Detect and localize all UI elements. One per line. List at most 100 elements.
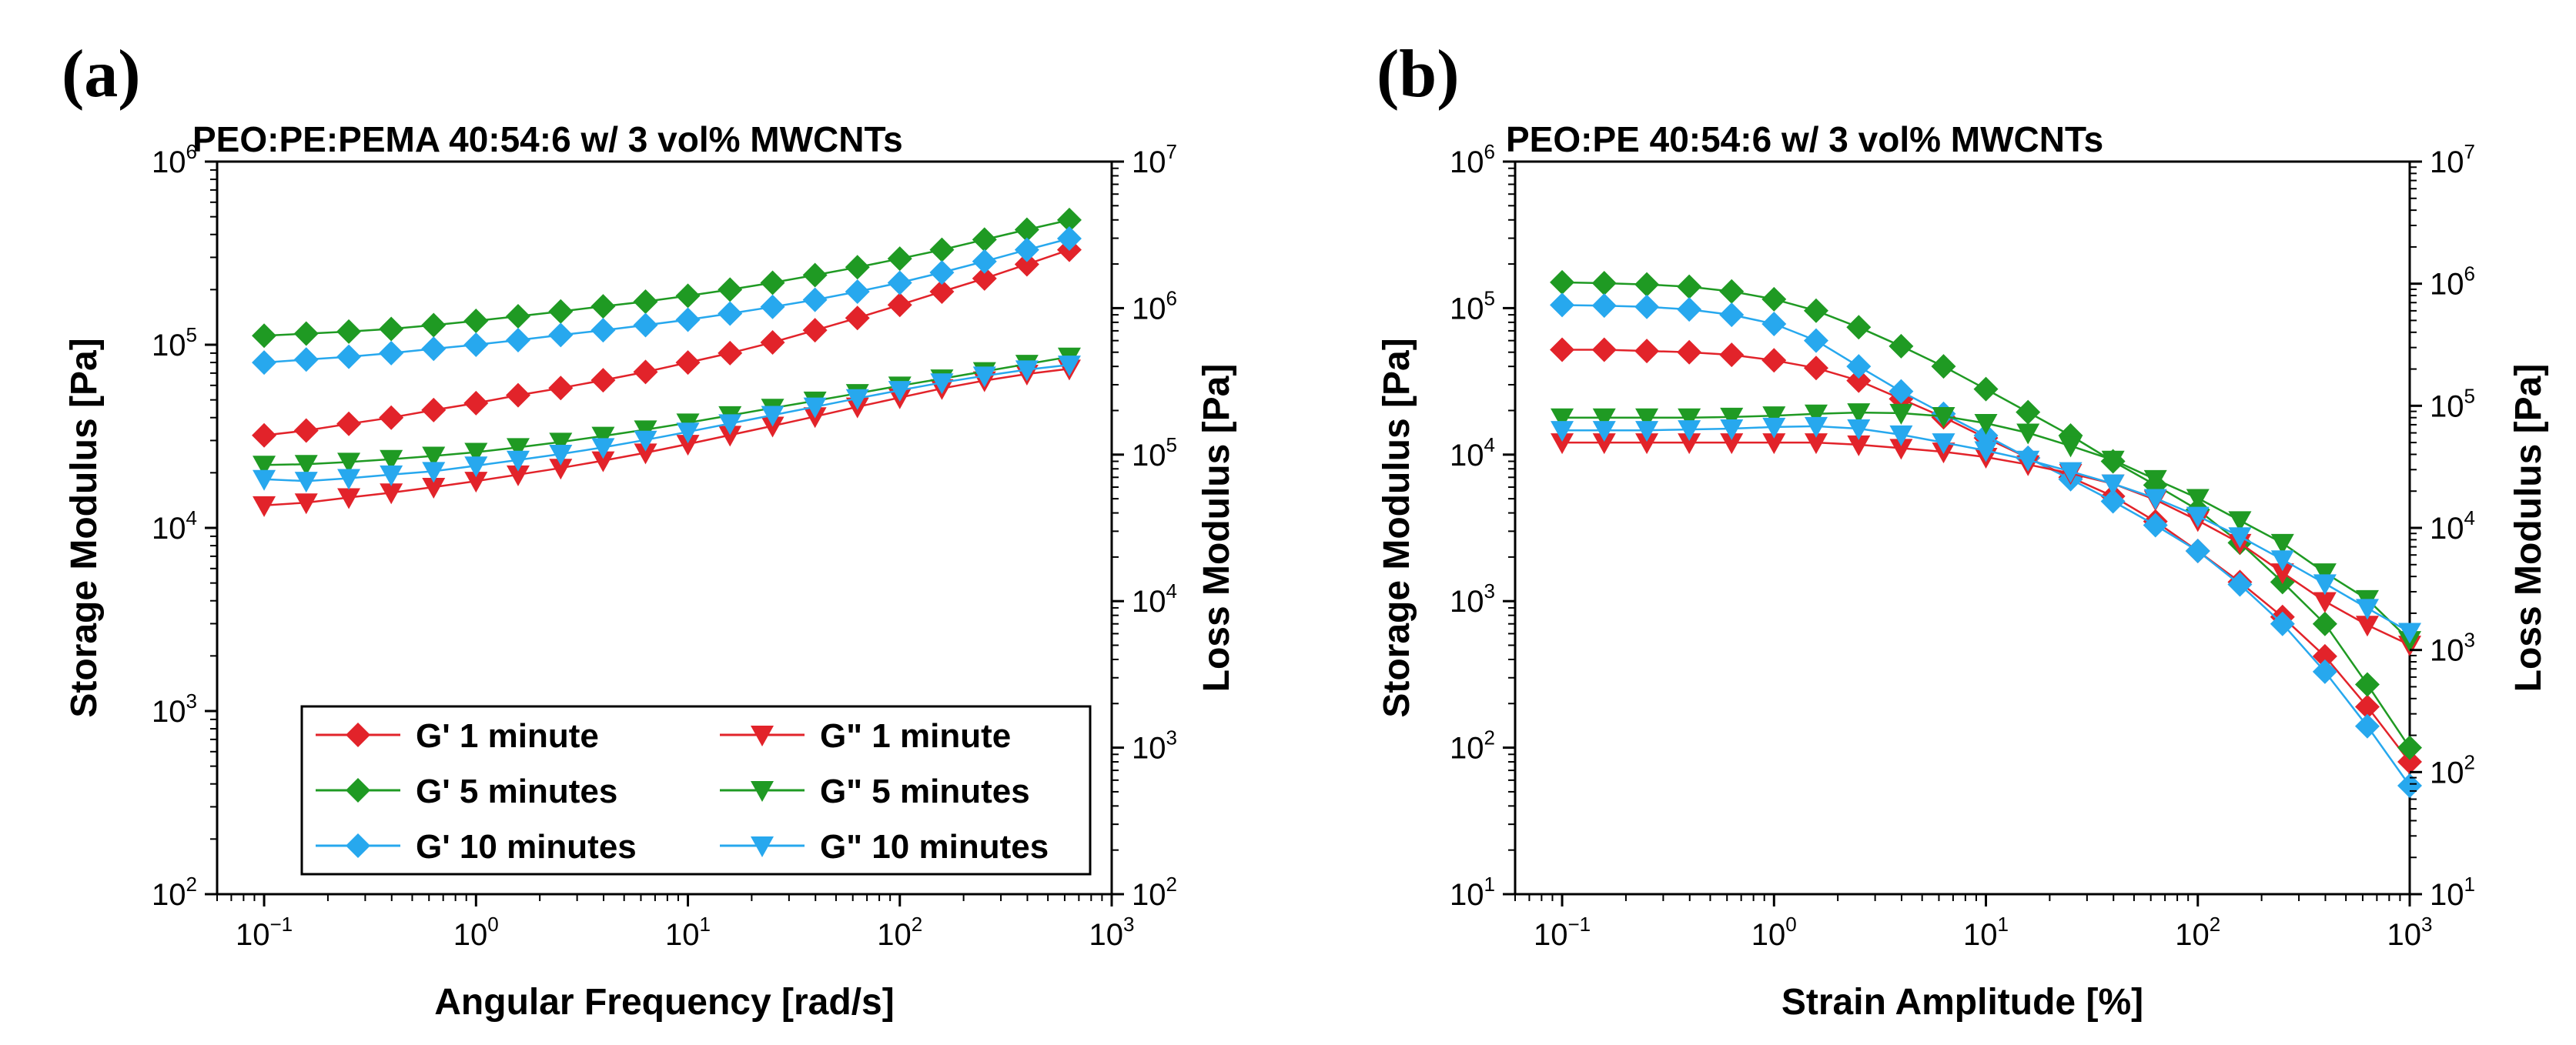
panel-b-data-point [1889, 425, 1913, 446]
panel-a-data-point [634, 430, 657, 452]
panel-b-data-point [1847, 435, 1871, 456]
panel-b-data-point [1889, 403, 1913, 425]
panel-a-data-point [634, 443, 657, 465]
panel-a-data-point [548, 322, 574, 348]
panel-a-data-point [379, 340, 404, 366]
panel-a-data-point [590, 368, 616, 393]
panel-b-data-point [1591, 270, 1617, 295]
panel-a-data-point [548, 376, 574, 401]
panel-a-data-point [252, 422, 277, 448]
panel-a-data-point [676, 422, 700, 444]
panel-b-ticks: 10−1 100 101 102 103101102103104105106101102… [1450, 140, 2475, 952]
panel-a-data-point [1014, 237, 1039, 262]
panel-b-y-tick-label: 106 [1450, 140, 1495, 179]
panel-b-data-point [1762, 406, 1786, 428]
panel-b-data-point [2101, 474, 2125, 496]
panel-a-data-point [463, 332, 489, 357]
panel-a-data-point [590, 318, 616, 343]
panel-a-data-point [253, 456, 276, 477]
legend-box [300, 705, 1092, 876]
panel-a-data-point [506, 450, 530, 472]
panel-b-data-point [1634, 272, 1660, 297]
legend-label: G' 10 minutes [416, 828, 637, 866]
panel-a-data-point [337, 488, 361, 509]
panel-a-data-point [718, 414, 742, 436]
panel-a-series-line [264, 237, 1070, 364]
panel-b-data-point [2397, 773, 2422, 799]
panel-a-data-point [802, 318, 828, 343]
panel-b-data-point [2228, 527, 2252, 549]
panel-a-y-tick-label: 103 [152, 689, 197, 729]
panel-b-data-point [1719, 279, 1745, 304]
panel-a-data-point [549, 432, 573, 454]
panel-a-data-point [929, 237, 955, 262]
panel-b-data-point [1550, 337, 1575, 362]
panel-b-data-point [2185, 539, 2210, 564]
panel-b-data-point [1804, 416, 1828, 438]
panel-b-series-5 [1551, 416, 2421, 644]
panel-b-series-0 [1550, 337, 2422, 775]
panel-a-label: (a) [62, 37, 141, 112]
panel-b-y-right-tick-label: 103 [2430, 629, 2475, 668]
panel-a-y-right-tick-label: 106 [1132, 286, 1177, 326]
panel-a-y-right-tick-label: 103 [1132, 726, 1177, 766]
panel-b-data-point [1592, 408, 1616, 429]
panel-a-data-point [293, 418, 319, 443]
panel-a-x-tick-label: 103 [1089, 913, 1135, 952]
panel-a-x-axis-label: Angular Frequency [rad/s] [434, 982, 894, 1023]
panel-b-x-tick-label: 10−1 [1534, 913, 1591, 952]
panel-a-data-point [252, 350, 277, 376]
panel-b-data-point [1551, 421, 1574, 442]
panel-a-data-point [336, 319, 362, 344]
panel-a-data-point [464, 442, 488, 464]
panel-b-data-point [1889, 379, 1914, 404]
panel-a-y-right-tick-label: 105 [1132, 433, 1177, 472]
panel-a-data-point [252, 323, 277, 349]
panel-b-data-point [2186, 489, 2210, 510]
panel-b-data-point [1678, 420, 1701, 442]
panel-a-data-point [845, 389, 869, 410]
panel-b-data-point [1762, 433, 1786, 455]
panel-a-data-point [633, 312, 658, 338]
panel-b-data-point [2270, 533, 2294, 555]
panel-b-y-tick-label: 102 [1450, 726, 1495, 766]
panel-a-data-point [464, 472, 488, 493]
panel-b-data-point [2312, 643, 2337, 669]
panel-a-data-point [676, 435, 700, 456]
panel-a-data-point [336, 411, 362, 436]
panel-a-data-point [845, 279, 870, 304]
panel-a-data-point [972, 227, 997, 252]
panel-a-data-point [379, 405, 404, 430]
panel-a-data-point [1015, 360, 1039, 382]
panel-a: (a) PEO:PE:PEMA 40:54:6 w/ 3 vol% MWCNTs… [62, 37, 1237, 1023]
panel-a-data-point [549, 444, 573, 466]
panel-b-data-point [1720, 407, 1744, 429]
panel-b-title: PEO:PE 40:54:6 w/ 3 vol% MWCNTs [1506, 119, 2103, 159]
panel-b-data-point [1847, 403, 1871, 425]
panel-b-data-point [2059, 436, 2083, 458]
panel-a-data-point [845, 305, 870, 331]
panel-b-data-point [1720, 419, 1744, 441]
panel-b-data-point [2100, 489, 2126, 514]
panel-b-data-point [1719, 342, 1745, 368]
panel-b-data-point [1634, 339, 1660, 364]
panel-b-data-point [1677, 297, 1702, 322]
panel-a-data-point [930, 373, 954, 395]
panel-b-data-point [2228, 511, 2252, 533]
panel-b-data-point [1804, 433, 1828, 455]
legend-marker [751, 781, 774, 802]
panel-b-x-tick-label: 102 [2175, 913, 2220, 952]
panel-b-data-point [2354, 713, 2380, 739]
panel-b-data-point [2143, 469, 2167, 491]
panel-a-data-point [293, 321, 319, 346]
panel-a-data-point [253, 496, 276, 517]
panel-b-data-point [2101, 450, 2125, 472]
panel-b-data-point [1761, 348, 1787, 373]
panel-a-data-point [505, 304, 530, 329]
panel-b-data-point [2355, 599, 2379, 620]
panel-b-label: (b) [1377, 37, 1460, 112]
panel-b-data-point [1974, 441, 1998, 462]
panel-a-data-point [845, 255, 870, 280]
panel-b-data-point [1889, 333, 1914, 359]
panel-a-data-point [463, 390, 489, 416]
